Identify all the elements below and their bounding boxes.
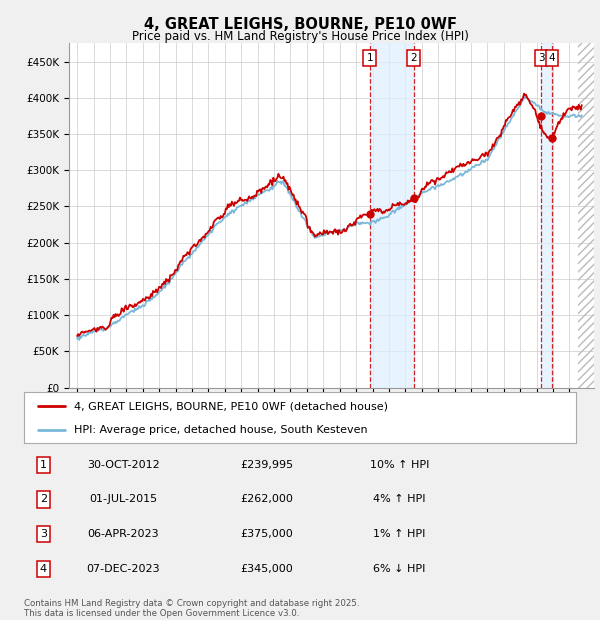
- Text: £375,000: £375,000: [241, 529, 293, 539]
- Point: [547, 133, 557, 143]
- Point: [536, 111, 546, 121]
- Text: 06-APR-2023: 06-APR-2023: [88, 529, 159, 539]
- Point: [409, 193, 418, 203]
- Text: 07-DEC-2023: 07-DEC-2023: [86, 564, 160, 574]
- Text: 30-OCT-2012: 30-OCT-2012: [87, 460, 160, 470]
- Text: 10% ↑ HPI: 10% ↑ HPI: [370, 460, 429, 470]
- Text: 6% ↓ HPI: 6% ↓ HPI: [373, 564, 425, 574]
- Text: 2: 2: [40, 495, 47, 505]
- Text: 1% ↑ HPI: 1% ↑ HPI: [373, 529, 425, 539]
- Bar: [541, 43, 552, 388]
- Text: £239,995: £239,995: [241, 460, 293, 470]
- Text: 01-JUL-2015: 01-JUL-2015: [89, 495, 157, 505]
- Text: 3: 3: [538, 53, 544, 63]
- Text: 4: 4: [40, 564, 47, 574]
- Text: 4, GREAT LEIGHS, BOURNE, PE10 0WF: 4, GREAT LEIGHS, BOURNE, PE10 0WF: [143, 17, 457, 32]
- Text: HPI: Average price, detached house, South Kesteven: HPI: Average price, detached house, Sout…: [74, 425, 367, 435]
- Text: 3: 3: [40, 529, 47, 539]
- Text: £345,000: £345,000: [241, 564, 293, 574]
- Text: 4% ↑ HPI: 4% ↑ HPI: [373, 495, 425, 505]
- Text: Contains HM Land Registry data © Crown copyright and database right 2025.
This d: Contains HM Land Registry data © Crown c…: [24, 599, 359, 618]
- Text: 4: 4: [548, 53, 555, 63]
- Text: 2: 2: [410, 53, 417, 63]
- Bar: [370, 43, 413, 388]
- Text: 1: 1: [367, 53, 373, 63]
- Text: £262,000: £262,000: [241, 495, 293, 505]
- Text: Price paid vs. HM Land Registry's House Price Index (HPI): Price paid vs. HM Land Registry's House …: [131, 30, 469, 43]
- Text: 1: 1: [40, 460, 47, 470]
- Text: 4, GREAT LEIGHS, BOURNE, PE10 0WF (detached house): 4, GREAT LEIGHS, BOURNE, PE10 0WF (detac…: [74, 401, 388, 411]
- Point: [365, 209, 374, 219]
